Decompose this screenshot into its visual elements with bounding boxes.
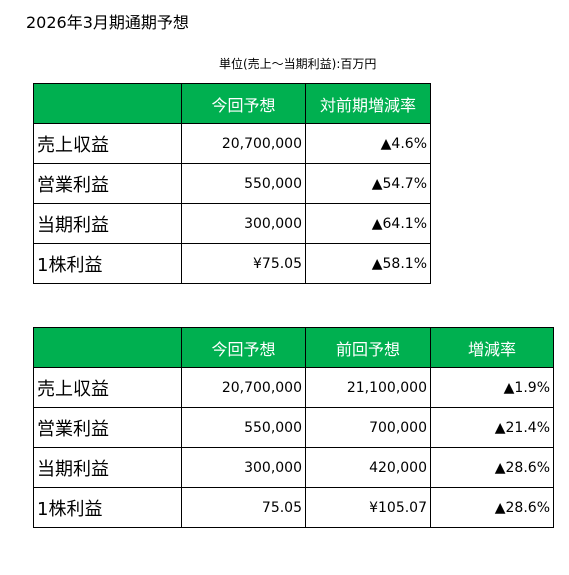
table-row: 当期利益 300,000 420,000 ▲28.6% — [33, 447, 554, 488]
cell-yoy: ▲58.1% — [305, 243, 431, 284]
table-row: 売上収益 20,700,000 21,100,000 ▲1.9% — [33, 367, 554, 408]
cell-previous: 700,000 — [305, 407, 431, 448]
cell-current: 300,000 — [181, 447, 306, 488]
cell-current: 20,700,000 — [181, 367, 306, 408]
header-current-forecast: 今回予想 — [181, 327, 306, 368]
header-change-rate: 増減率 — [430, 327, 554, 368]
cell-previous: ¥105.07 — [305, 487, 431, 528]
header-blank — [33, 327, 182, 368]
table-header-row: 今回予想 対前期増減率 — [33, 83, 431, 124]
forecast-vs-prior-year-table: 今回予想 対前期増減率 売上収益 20,700,000 ▲4.6% 営業利益 5… — [33, 83, 431, 284]
cell-change: ▲21.4% — [430, 407, 554, 448]
cell-current: 75.05 — [181, 487, 306, 528]
row-label: 営業利益 — [33, 407, 182, 448]
cell-change: ▲28.6% — [430, 447, 554, 488]
table-row: 1株利益 75.05 ¥105.07 ▲28.6% — [33, 487, 554, 528]
row-label: 売上収益 — [33, 123, 182, 164]
cell-forecast: 300,000 — [181, 203, 306, 244]
cell-forecast: ¥75.05 — [181, 243, 306, 284]
cell-change: ▲28.6% — [430, 487, 554, 528]
row-label: 当期利益 — [33, 203, 182, 244]
cell-current: 550,000 — [181, 407, 306, 448]
cell-yoy: ▲4.6% — [305, 123, 431, 164]
header-current-forecast: 今回予想 — [181, 83, 306, 124]
cell-change: ▲1.9% — [430, 367, 554, 408]
cell-yoy: ▲64.1% — [305, 203, 431, 244]
table-row: 営業利益 550,000 700,000 ▲21.4% — [33, 407, 554, 448]
table-row: 1株利益 ¥75.05 ▲58.1% — [33, 243, 431, 284]
header-previous-forecast: 前回予想 — [305, 327, 431, 368]
row-label: 売上収益 — [33, 367, 182, 408]
row-label: 営業利益 — [33, 163, 182, 204]
table-row: 売上収益 20,700,000 ▲4.6% — [33, 123, 431, 164]
header-blank — [33, 83, 182, 124]
cell-forecast: 20,700,000 — [181, 123, 306, 164]
cell-previous: 21,100,000 — [305, 367, 431, 408]
table-row: 当期利益 300,000 ▲64.1% — [33, 203, 431, 244]
row-label: 1株利益 — [33, 243, 182, 284]
table-row: 営業利益 550,000 ▲54.7% — [33, 163, 431, 204]
header-yoy-change: 対前期増減率 — [305, 83, 431, 124]
unit-note: 単位(売上〜当期利益):百万円 — [219, 57, 377, 71]
table-header-row: 今回予想 前回予想 増減率 — [33, 327, 554, 368]
row-label: 1株利益 — [33, 487, 182, 528]
row-label: 当期利益 — [33, 447, 182, 488]
page-title: 2026年3月期通期予想 — [26, 13, 189, 32]
cell-yoy: ▲54.7% — [305, 163, 431, 204]
cell-forecast: 550,000 — [181, 163, 306, 204]
cell-previous: 420,000 — [305, 447, 431, 488]
forecast-vs-previous-forecast-table: 今回予想 前回予想 増減率 売上収益 20,700,000 21,100,000… — [33, 327, 554, 528]
